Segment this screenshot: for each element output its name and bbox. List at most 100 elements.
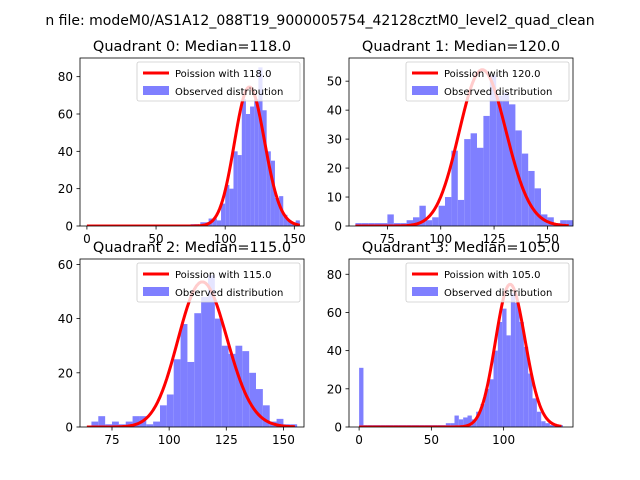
x-tick-label: 150 <box>272 433 295 447</box>
y-tick-label: 60 <box>327 306 342 320</box>
legend-bar-label: Observed distribution <box>444 288 552 299</box>
hist-bar <box>438 205 445 226</box>
hist-bar <box>566 220 573 226</box>
hist-bar <box>445 197 452 226</box>
x-tick-label: 125 <box>215 433 238 447</box>
hist-bar <box>266 151 271 226</box>
y-tick-label: 40 <box>327 344 342 358</box>
hist-bar <box>432 217 439 226</box>
y-tick-label: 0 <box>334 421 342 435</box>
hist-bar <box>489 75 497 226</box>
hist-bar <box>413 217 420 226</box>
hist-bar <box>523 346 529 427</box>
panel-0: 0 50 100 150 0 20 40 60 80 Quadrant 0: Median=118… <box>58 39 306 246</box>
legend-line-label: Poission with 115.0 <box>175 270 271 281</box>
hist-bar <box>534 188 541 226</box>
hist-bar <box>187 361 195 427</box>
panel-1: 75 100 125 150 0 10 20 30 40 50 Quadrant 1: Median… <box>327 39 574 246</box>
panel-3: 0 50 100 0 20 40 60 80 Quadrant 3: Median=105.0 P… <box>327 240 574 447</box>
legend-bar-swatch <box>143 86 169 95</box>
legend-line-label: Poission with 105.0 <box>444 270 540 281</box>
hist-bar <box>216 220 222 226</box>
y-tick-label: 0 <box>65 220 73 234</box>
hist-bar <box>201 296 208 427</box>
hist-bar <box>125 421 133 427</box>
hist-bar <box>194 313 202 427</box>
legend-bar-label: Observed distribution <box>175 288 283 299</box>
hist-bar <box>451 150 458 226</box>
x-tick-label: 50 <box>148 232 163 246</box>
hist-bar <box>545 423 550 427</box>
axes-frame <box>79 258 305 428</box>
y-tick-label: 0 <box>65 421 73 435</box>
x-tick-label: 75 <box>380 232 395 246</box>
y-tick-label: 50 <box>327 75 342 89</box>
legend-box <box>136 61 301 102</box>
hist-bar <box>519 322 524 427</box>
plot-area <box>359 282 563 427</box>
y-tick-label: 60 <box>58 258 73 272</box>
x-tick-label: 100 <box>429 232 452 246</box>
hist-bar <box>235 345 243 427</box>
hist-bar <box>476 411 481 427</box>
hist-bar <box>112 421 119 427</box>
hist-bar <box>560 220 567 226</box>
hist-bar <box>528 373 533 427</box>
hist-bar <box>477 147 484 226</box>
hist-bar <box>160 405 167 427</box>
hist-bar <box>270 160 275 226</box>
plot-area <box>355 68 573 226</box>
hist-bar <box>229 188 234 226</box>
x-tick-label: 0 <box>355 433 363 447</box>
hist-bar <box>467 415 472 427</box>
hist-bar <box>274 198 280 226</box>
hist-bar <box>91 421 99 427</box>
chart-title: Quadrant 3: Median=105.0 <box>362 240 560 256</box>
hist-bar <box>450 423 455 427</box>
x-tick-label: 100 <box>492 433 515 447</box>
y-tick-label: 0 <box>334 220 342 234</box>
legend: Poission with 118.0 Observed distribution <box>136 61 301 102</box>
x-tick-label: 150 <box>536 232 559 246</box>
hist-bar <box>221 203 226 226</box>
y-tick-label: 80 <box>58 70 73 84</box>
hist-bar <box>287 220 292 226</box>
hist-bar <box>457 199 465 226</box>
y-tick-label: 40 <box>327 104 342 118</box>
hist-bar <box>256 389 263 427</box>
hist-bar <box>258 67 263 226</box>
hist-bar <box>502 92 509 226</box>
legend-bar-swatch <box>412 287 438 296</box>
hist-bar <box>249 372 256 427</box>
hist-bar <box>463 417 468 427</box>
legend-box <box>405 262 570 303</box>
legend-box <box>405 61 570 102</box>
hist-bar <box>214 318 222 427</box>
hist-bar <box>146 424 154 427</box>
hist-bar <box>496 95 503 226</box>
x-tick-label: 125 <box>483 232 506 246</box>
hist-bar <box>153 421 160 427</box>
hist-bar <box>454 415 459 427</box>
y-tick-label: 20 <box>58 366 73 380</box>
hist-bar <box>233 151 238 226</box>
hist-bar <box>480 404 485 427</box>
legend-bar-label: Observed distribution <box>444 87 552 98</box>
hist-bar <box>212 218 217 226</box>
x-tick-label: 0 <box>83 232 91 246</box>
hist-bar <box>502 308 507 427</box>
hist-bar <box>483 115 490 226</box>
hist-bar <box>225 184 230 226</box>
legend-bar-label: Observed distribution <box>175 87 283 98</box>
x-tick-label: 100 <box>214 232 237 246</box>
hist-bar <box>180 324 188 427</box>
hist-bar <box>98 416 106 427</box>
hist-bar <box>359 367 364 427</box>
hist-bar <box>445 423 451 427</box>
hist-bar <box>419 205 426 226</box>
legend-line-label: Poission with 118.0 <box>175 69 271 80</box>
hist-bar <box>166 394 174 427</box>
y-tick-label: 80 <box>327 268 342 282</box>
hist-bar <box>489 379 494 427</box>
